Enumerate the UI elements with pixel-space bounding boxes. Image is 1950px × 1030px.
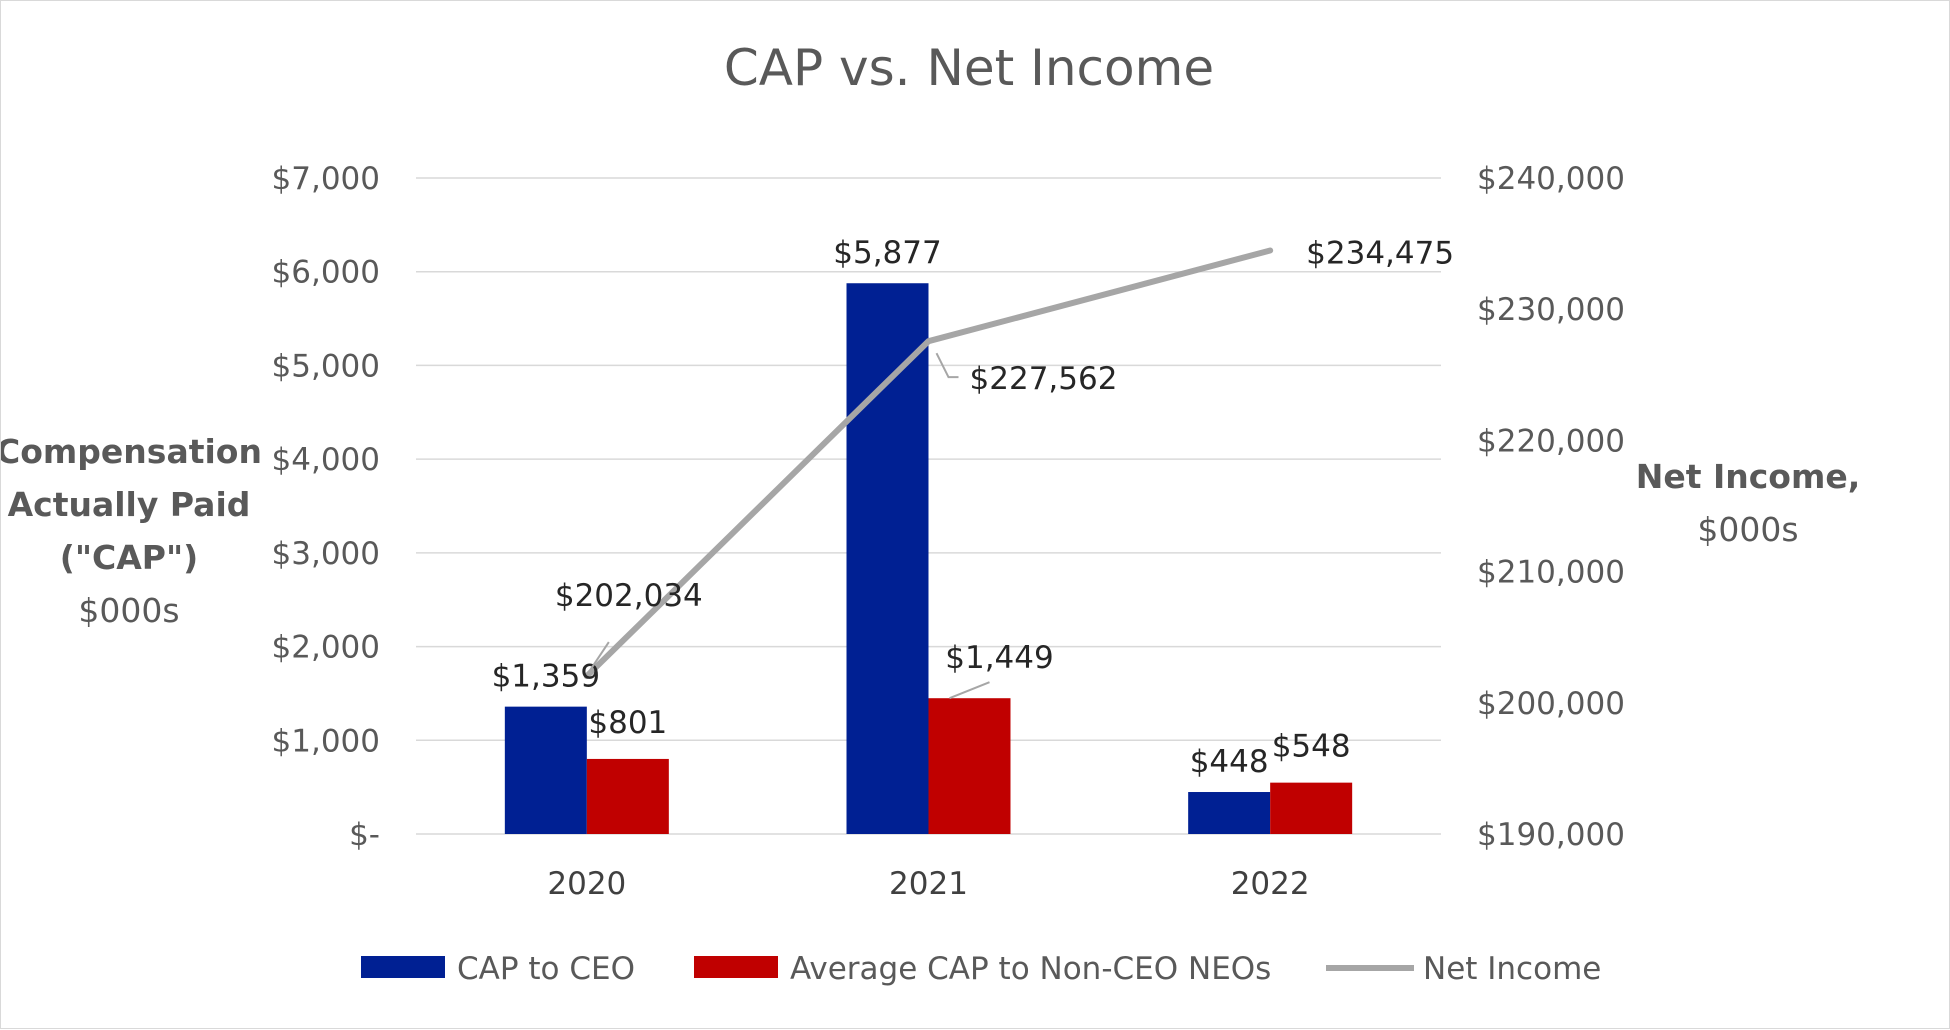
data-label-cap-ceo: $448 <box>1190 744 1269 780</box>
bar-cap-to-ceo <box>846 283 929 834</box>
data-label-net-income: $202,034 <box>555 578 703 614</box>
left-tick-label: $- <box>349 817 380 853</box>
right-tick-label: $220,000 <box>1477 423 1625 459</box>
left-axis-title-line-3: ("CAP") <box>60 538 199 577</box>
legend-item-avg-cap-non-ceo: Average CAP to Non-CEO NEOs <box>694 951 1271 987</box>
data-labels: $1,359 $5,877 $448 $801 $1,449 $548 $202,034 $2… <box>492 235 1454 780</box>
left-tick-label: $7,000 <box>272 161 380 197</box>
bar-cap-to-ceo <box>504 706 587 834</box>
net-income-line <box>583 247 1274 680</box>
bar-avg-cap-non-ceo <box>1270 782 1353 834</box>
legend-item-cap-to-ceo: CAP to CEO <box>361 951 635 987</box>
legend-swatch <box>361 956 445 978</box>
data-label-avg-cap-non-ceo: $801 <box>588 705 667 741</box>
category-label: 2021 <box>889 866 968 902</box>
left-axis-title: Compensation Actually Paid ("CAP") $000s <box>1 432 262 630</box>
right-axis-ticks: $190,000 $200,000 $210,000 $220,000 $230,000… <box>1477 161 1625 853</box>
left-tick-label: $4,000 <box>272 442 380 478</box>
left-tick-label: $5,000 <box>272 348 380 384</box>
bar-avg-cap-non-ceo <box>928 698 1011 834</box>
bar-avg-cap-non-ceo <box>586 758 669 834</box>
leader-line <box>935 352 959 379</box>
left-tick-label: $2,000 <box>272 630 380 666</box>
left-tick-label: $6,000 <box>272 255 380 291</box>
legend-label: CAP to CEO <box>457 951 635 987</box>
right-tick-label: $200,000 <box>1477 686 1625 722</box>
left-axis-title-line-1: Compensation <box>1 432 262 471</box>
data-label-cap-ceo: $5,877 <box>833 235 941 271</box>
right-axis-title: Net Income, $000s <box>1636 457 1861 549</box>
chart-title: CAP vs. Net Income <box>724 39 1214 97</box>
net-income-line-group <box>583 247 1274 680</box>
legend-label: Average CAP to Non-CEO NEOs <box>790 951 1271 987</box>
leader-line <box>949 681 990 700</box>
data-label-cap-ceo: $1,359 <box>492 659 600 695</box>
bars <box>504 283 1353 834</box>
data-label-net-income: $234,475 <box>1306 235 1454 271</box>
bar-cap-to-ceo <box>1188 792 1271 834</box>
category-labels: 2020 2021 2022 <box>547 866 1309 902</box>
data-label-avg-cap-non-ceo: $1,449 <box>945 640 1053 676</box>
legend-item-net-income: Net Income <box>1326 951 1601 987</box>
legend-label: Net Income <box>1423 951 1601 987</box>
right-tick-label: $210,000 <box>1477 555 1625 591</box>
left-tick-label: $1,000 <box>272 723 380 759</box>
data-label-avg-cap-non-ceo: $548 <box>1272 729 1351 765</box>
right-axis-title-line-2: $000s <box>1697 510 1798 549</box>
category-label: 2022 <box>1231 866 1310 902</box>
category-label: 2020 <box>547 866 626 902</box>
right-tick-label: $240,000 <box>1477 161 1625 197</box>
right-tick-label: $230,000 <box>1477 292 1625 328</box>
leader-line <box>588 641 610 673</box>
right-tick-label: $190,000 <box>1477 817 1625 853</box>
legend-swatch <box>694 956 778 978</box>
left-axis-title-units: $000s <box>78 591 179 630</box>
left-axis-title-line-2: Actually Paid <box>8 485 251 524</box>
right-axis-title-line-1: Net Income, <box>1636 457 1861 496</box>
left-axis-ticks: $- $1,000 $2,000 $3,000 $4,000 $5,000 $6,000 $7… <box>272 161 380 853</box>
data-label-net-income: $227,562 <box>970 361 1118 397</box>
legend: CAP to CEO Average CAP to Non-CEO NEOs Net… <box>361 951 1601 987</box>
left-tick-label: $3,000 <box>272 536 380 572</box>
